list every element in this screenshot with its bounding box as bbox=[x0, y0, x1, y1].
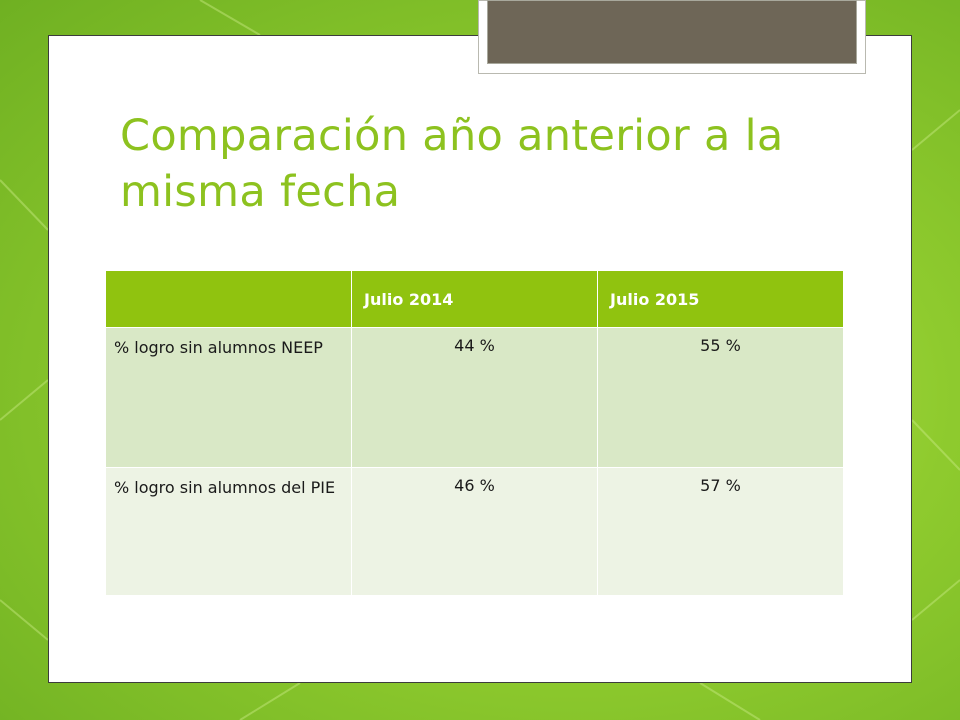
value-julio-2014: 46 % bbox=[351, 467, 598, 596]
header-cell-empty bbox=[105, 270, 352, 328]
row-label: % logro sin alumnos NEEP bbox=[105, 327, 352, 468]
header-tab bbox=[487, 0, 857, 64]
value-julio-2015: 57 % bbox=[597, 467, 844, 596]
slide-title: Comparación año anterior a la misma fech… bbox=[120, 111, 784, 217]
table-row: % logro sin alumnos del PIE 46 % 57 % bbox=[105, 467, 844, 596]
comparison-table: Julio 2014 Julio 2015 % logro sin alumno… bbox=[105, 270, 844, 596]
header-cell-julio-2015: Julio 2015 bbox=[597, 270, 844, 328]
header-cell-julio-2014: Julio 2014 bbox=[351, 270, 598, 328]
table-header-row: Julio 2014 Julio 2015 bbox=[105, 270, 844, 328]
value-julio-2015: 55 % bbox=[597, 327, 844, 468]
value-julio-2014: 44 % bbox=[351, 327, 598, 468]
table-row: % logro sin alumnos NEEP 44 % 55 % bbox=[105, 327, 844, 468]
row-label: % logro sin alumnos del PIE bbox=[105, 467, 352, 596]
